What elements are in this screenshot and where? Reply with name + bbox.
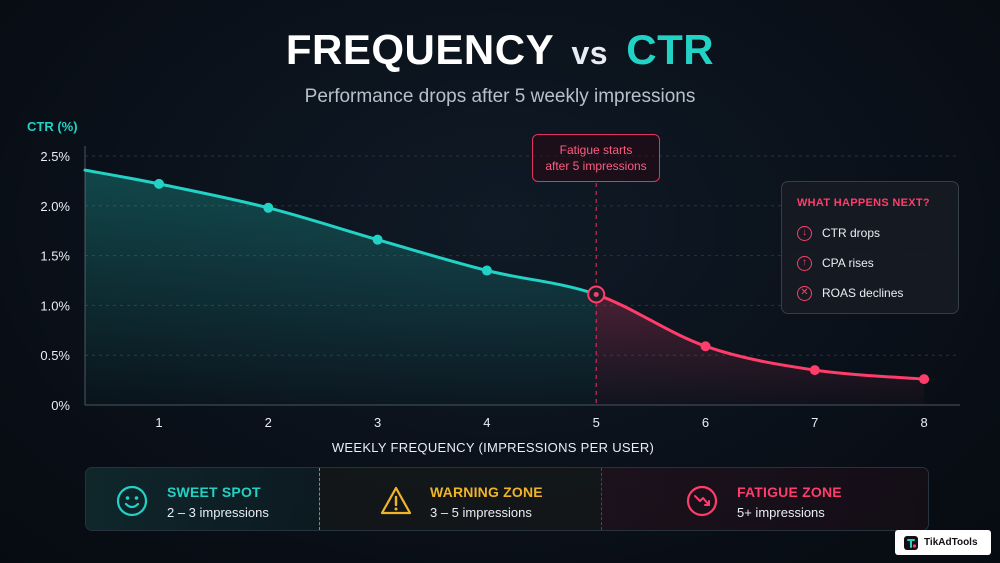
zone-desc: 2 – 3 impressions: [167, 505, 269, 520]
data-point: [154, 178, 164, 189]
title-frequency: FREQUENCY: [285, 26, 554, 73]
next-item-label: CPA rises: [822, 256, 874, 270]
y-tick-label: 0.5%: [40, 348, 70, 363]
smile-icon: [116, 485, 148, 517]
zone-warning: WARNING ZONE 3 – 5 impressions: [320, 468, 602, 530]
y-tick-label: 1.0%: [40, 298, 70, 313]
zone-title: FATIGUE ZONE: [737, 484, 842, 500]
data-point: [481, 265, 492, 276]
chart-points: [154, 178, 930, 385]
y-tick-label: 0%: [51, 398, 70, 413]
page-subtitle: Performance drops after 5 weekly impress…: [304, 86, 696, 107]
fatigue-series-line: [594, 292, 926, 381]
zone-sweet-text: SWEET SPOT 2 – 3 impressions: [167, 484, 269, 520]
next-item-label: CTR drops: [822, 226, 881, 240]
what-happens-next-panel: WHAT HAPPENS NEXT? ↓ CTR drops ↑ CPA ris…: [781, 181, 959, 314]
data-point: [263, 202, 274, 213]
fatigue-area: [596, 294, 925, 405]
axis-labels: 0% 0.5% 1.0% 1.5% 2.0% 2.5% 1 2 3 4 5 6 7 8 CTR (%) WEE…: [27, 119, 928, 455]
trend-down-icon: [686, 485, 718, 517]
zone-fatigue-text: FATIGUE ZONE 5+ impressions: [737, 484, 842, 520]
next-item-roas: ✕ ROAS declines: [797, 278, 943, 308]
next-item-ctr: ↓ CTR drops: [797, 218, 943, 248]
data-point-core: [593, 291, 599, 297]
zone-title: WARNING ZONE: [430, 484, 543, 500]
tikadtools-logo: TikAdTools: [895, 530, 991, 555]
x-icon: ✕: [797, 285, 812, 301]
zone-desc: 3 – 5 impressions: [430, 505, 532, 520]
arrow-down-icon: ↓: [797, 225, 812, 241]
x-tick-label: 4: [483, 415, 490, 430]
data-point: [919, 374, 930, 385]
chart-areas: [85, 170, 925, 405]
logo-icon: [904, 535, 918, 550]
x-tick-label: 6: [702, 415, 709, 430]
zone-warning-text: WARNING ZONE 3 – 5 impressions: [430, 484, 543, 520]
data-point: [700, 341, 711, 352]
title-vs: vs: [571, 35, 609, 71]
next-panel-title: WHAT HAPPENS NEXT?: [797, 197, 930, 209]
page-title: FREQUENCY vs CTR: [0, 26, 1000, 74]
callout-line2: after 5 impressions: [545, 159, 647, 173]
title-ctr: CTR: [626, 26, 715, 73]
data-point: [809, 365, 820, 376]
x-tick-label: 2: [265, 415, 272, 430]
x-tick-label: 3: [374, 415, 381, 430]
data-point: [372, 234, 383, 245]
arrow-up-icon: ↑: [797, 255, 812, 271]
healthy-area: [85, 170, 597, 405]
y-tick-label: 2.0%: [40, 199, 70, 214]
zone-sweet-spot: SWEET SPOT 2 – 3 impressions: [86, 468, 320, 530]
next-item-cpa: ↑ CPA rises: [797, 248, 943, 278]
x-tick-label: 5: [593, 415, 600, 430]
x-tick-label: 1: [155, 415, 162, 430]
fatigue-callout: Fatigue starts after 5 impressions: [532, 134, 660, 182]
y-tick-label: 2.5%: [40, 149, 70, 164]
zone-title: SWEET SPOT: [167, 484, 261, 500]
warning-icon: [380, 486, 412, 515]
y-axis-title: CTR (%): [27, 119, 78, 134]
zone-fatigue: FATIGUE ZONE 5+ impressions: [602, 468, 928, 530]
logo-text: TikAdTools: [924, 537, 978, 548]
x-axis-title: WEEKLY FREQUENCY (IMPRESSIONS PER USER): [332, 440, 654, 455]
x-tick-label: 7: [811, 415, 818, 430]
x-tick-label: 8: [920, 415, 927, 430]
next-item-label: ROAS declines: [822, 286, 904, 300]
zone-desc: 5+ impressions: [737, 505, 825, 520]
callout-line1: Fatigue starts: [559, 143, 633, 157]
y-tick-label: 1.5%: [40, 249, 70, 264]
zones-bar: SWEET SPOT 2 – 3 impressions WARNING ZON…: [85, 467, 929, 531]
